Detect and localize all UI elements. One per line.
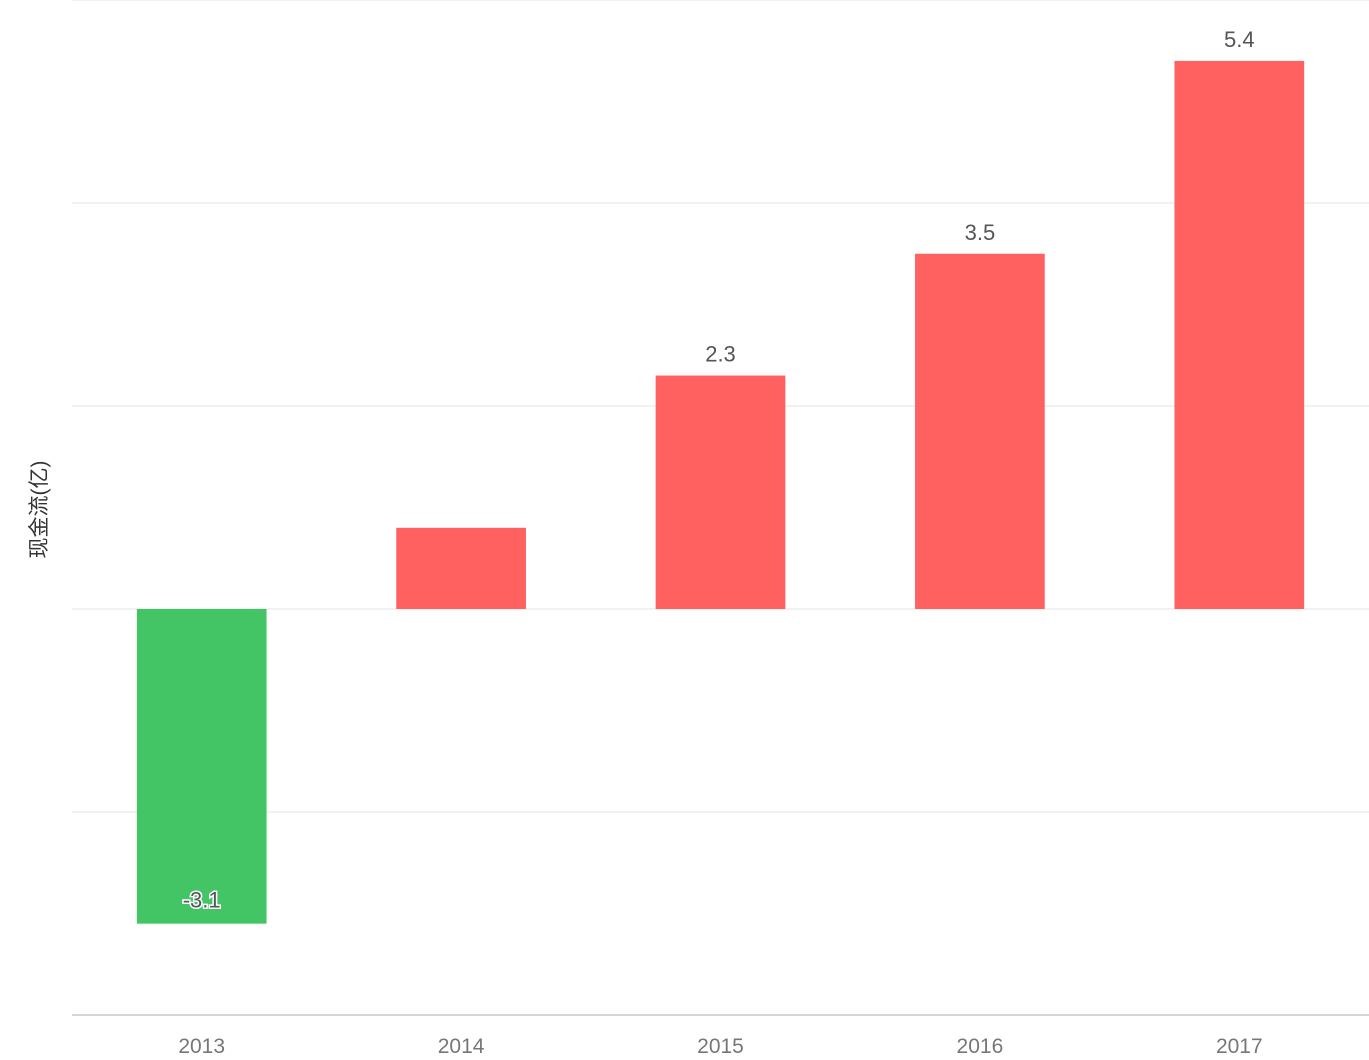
bar (915, 253, 1045, 609)
x-tick-label: 2016 (957, 1035, 1004, 1058)
value-label: 2.3 (705, 342, 736, 367)
y-axis-title: 现金流(亿) (28, 461, 51, 559)
value-labels: -3.1 2.3 3.5 5.4 (181, 27, 1255, 914)
bar (396, 527, 526, 609)
x-tick-label: 2015 (697, 1035, 744, 1058)
x-tick-label: 2013 (178, 1035, 225, 1058)
value-label: 3.5 (965, 220, 996, 245)
x-tick-label: 2014 (438, 1035, 485, 1058)
bar (136, 609, 267, 924)
value-label: -3.1 (183, 888, 221, 913)
value-label: 5.4 (1224, 27, 1255, 52)
x-tick-label: 2017 (1216, 1035, 1263, 1058)
bar (1174, 60, 1305, 609)
bars (136, 60, 1305, 924)
bar (655, 375, 786, 609)
x-axis-ticks: 2013 2014 2015 2016 2017 (178, 1035, 1262, 1058)
